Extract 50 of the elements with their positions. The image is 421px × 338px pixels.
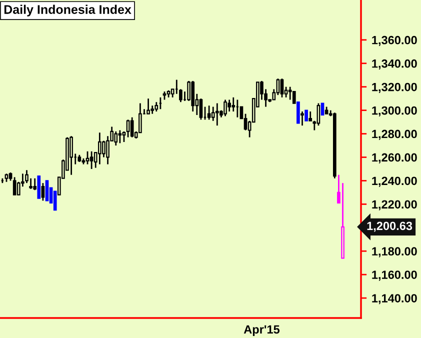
candlestick	[146, 98, 150, 115]
candlestick	[187, 80, 190, 102]
text: 1,200.63	[367, 222, 412, 232]
candlestick	[29, 178, 32, 190]
candlestick	[45, 180, 49, 202]
chart-title: Daily Indonesia Index	[4, 4, 132, 16]
candlestick	[288, 86, 292, 100]
y-tick-label: 1,360.00	[372, 36, 417, 46]
candlestick	[280, 78, 284, 98]
candlestick	[53, 190, 57, 211]
candlestick	[106, 135, 110, 165]
y-tick-label: 1,140.00	[372, 294, 417, 304]
candlestick	[228, 99, 231, 112]
y-tick-label: 1,260.00	[372, 153, 417, 164]
candlestick	[37, 175, 41, 199]
y-tick-label: 1,220.00	[372, 200, 417, 210]
candlestick	[122, 130, 126, 143]
candlestick	[300, 110, 304, 126]
candlestick	[292, 90, 296, 104]
y-tick-label: 1,300.00	[372, 106, 417, 116]
candlestick	[98, 132, 102, 165]
candlestick	[304, 110, 308, 122]
candlestick	[191, 80, 195, 112]
y-tick-label: 1,280.00	[372, 130, 417, 140]
candlestick	[296, 102, 300, 124]
candlestick	[207, 104, 211, 120]
x-tick-label: Apr'15	[244, 325, 280, 336]
candlestick	[211, 106, 215, 122]
y-tick-label: 1,160.00	[372, 270, 417, 281]
y-tick-label: 1,320.00	[372, 82, 417, 93]
y-tick-label: 1,240.00	[372, 176, 417, 187]
candlestick	[154, 101, 158, 112]
candlestick	[320, 102, 324, 116]
candlestick	[224, 99, 227, 117]
candlestick	[130, 116, 134, 138]
candlestick	[118, 130, 122, 144]
candlestick	[12, 176, 16, 196]
candlestick	[199, 98, 203, 120]
candlestick	[114, 130, 118, 146]
candlestick	[126, 118, 130, 138]
candlestick	[102, 140, 106, 158]
y-tick-label: 1,180.00	[372, 247, 417, 258]
candlestick	[90, 150, 94, 170]
candlestick	[41, 182, 45, 202]
y-tick-label: 1,340.00	[372, 59, 417, 70]
candlestick	[316, 102, 320, 126]
candlestick	[33, 178, 37, 191]
candlestick	[86, 150, 90, 165]
candlestick	[70, 135, 73, 176]
candlestick	[216, 102, 219, 126]
